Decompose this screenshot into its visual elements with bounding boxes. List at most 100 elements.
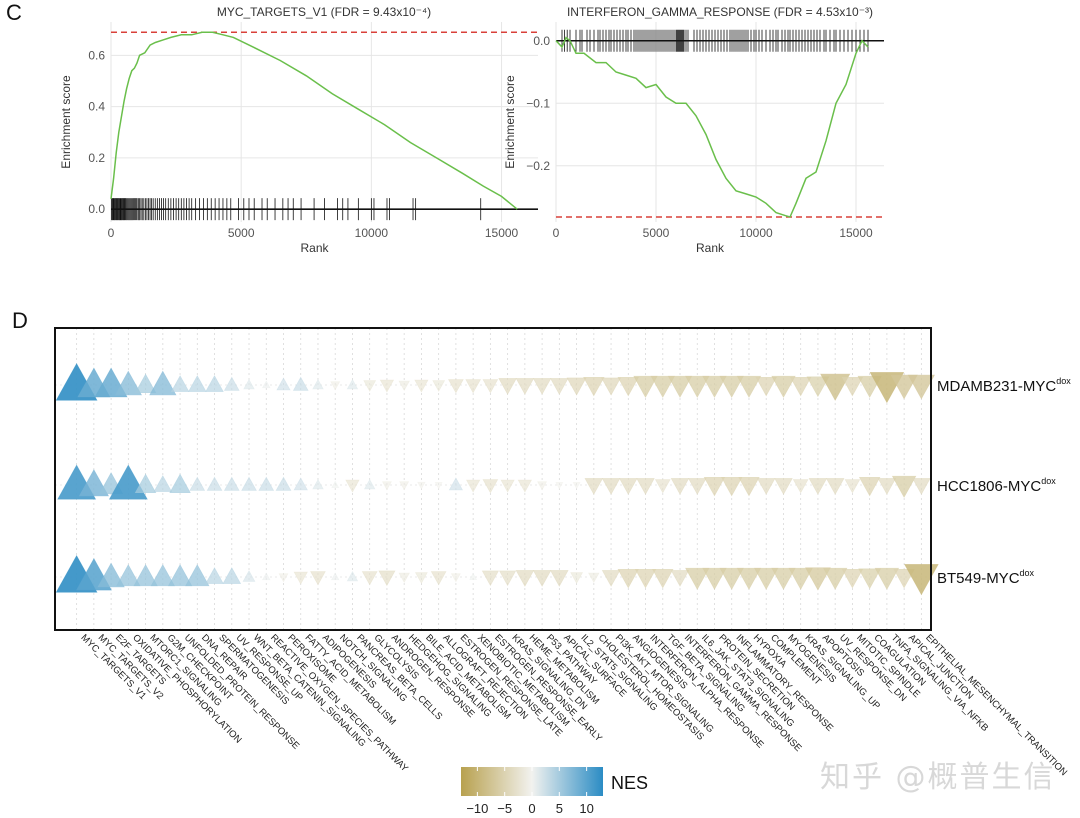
legend-tick-label: 0 bbox=[528, 801, 535, 816]
nes-triangle-down bbox=[891, 475, 917, 498]
nes-triangle-up bbox=[312, 478, 324, 490]
nes-triangle-up bbox=[241, 476, 257, 491]
plot-frame bbox=[54, 327, 932, 631]
nes-triangle-down bbox=[417, 481, 426, 490]
nes-triangle-down bbox=[601, 478, 621, 495]
nes-triangle-down bbox=[806, 376, 830, 398]
legend-title: NES bbox=[611, 773, 648, 793]
nes-triangle-down bbox=[788, 567, 813, 590]
nes-triangle-down bbox=[465, 379, 482, 394]
nes-triangle-up bbox=[185, 564, 210, 587]
nes-triangle-down bbox=[792, 479, 809, 494]
nes-triangle-down bbox=[720, 476, 743, 497]
nes-triangle-down bbox=[600, 377, 622, 396]
nes-triangle-up bbox=[243, 378, 255, 390]
row-label-superscript: dox bbox=[1056, 376, 1071, 386]
x-axis-label: Rank bbox=[300, 241, 329, 255]
nes-triangle-down bbox=[583, 376, 605, 397]
nes-triangle-down bbox=[736, 375, 762, 398]
nes-triangle-down bbox=[670, 478, 690, 495]
legend-tick-label: −10 bbox=[466, 801, 488, 816]
nes-triangle-up bbox=[97, 562, 125, 588]
y-tick-label: 0.6 bbox=[88, 48, 105, 62]
nes-triangle-up bbox=[114, 370, 143, 396]
row-MDAMB231-MYCdox bbox=[55, 362, 936, 404]
nes-triangle-down bbox=[685, 375, 710, 398]
x-tick-label: 5000 bbox=[228, 226, 255, 240]
nes-triangle-up bbox=[153, 475, 173, 492]
nes-triangle-down bbox=[687, 478, 707, 495]
nes-triangle-down bbox=[736, 567, 762, 590]
nes-triangle-down bbox=[379, 379, 395, 393]
nes-triangle-down bbox=[515, 378, 535, 395]
enrichment-curve bbox=[110, 31, 518, 210]
nes-triangle-down bbox=[670, 570, 690, 587]
nes-triangle-up bbox=[222, 567, 242, 584]
nes-triangle-down bbox=[361, 571, 378, 586]
nes-triangle-up bbox=[169, 473, 191, 494]
nes-triangle-up bbox=[292, 376, 309, 391]
y-axis-label: Enrichment score bbox=[59, 75, 73, 169]
nes-triangle-down bbox=[278, 573, 289, 583]
nes-triangle-down bbox=[904, 564, 939, 596]
y-tick-label: −0.2 bbox=[526, 159, 550, 173]
x-tick-label: 15000 bbox=[839, 226, 873, 240]
nes-triangle-down bbox=[398, 380, 410, 392]
nes-triangle-up bbox=[275, 476, 292, 491]
nes-triangle-down bbox=[498, 378, 517, 395]
nes-triangle-up bbox=[134, 373, 157, 394]
x-tick-label: 0 bbox=[553, 226, 560, 240]
legend-tick-label: 5 bbox=[556, 801, 563, 816]
nes-triangle-down bbox=[310, 571, 326, 586]
nes-triangle-down bbox=[363, 380, 377, 392]
y-tick-label: 0.0 bbox=[88, 202, 105, 216]
nes-triangle-up bbox=[150, 564, 176, 587]
nes-triangle-down bbox=[378, 570, 396, 587]
nes-triangle-down bbox=[755, 376, 778, 397]
nes-triangle-down bbox=[584, 478, 604, 495]
nes-triangle-down bbox=[601, 570, 621, 587]
nes-triangle-down bbox=[633, 375, 658, 398]
nes-triangle-down bbox=[702, 375, 727, 398]
row-BT549-MYCdox bbox=[55, 554, 939, 596]
nes-triangle-up bbox=[331, 480, 340, 488]
gsea-plot-2: 0 5000 10000 15000 0.0 −0.1 −0.2 INTERFERON_GAM… bbox=[503, 5, 884, 255]
nes-triangle-down bbox=[858, 568, 882, 590]
nes-triangle-down bbox=[858, 476, 881, 497]
nes-triangle-down bbox=[414, 379, 429, 393]
nes-triangle-up bbox=[330, 572, 340, 581]
nes-triangle-up bbox=[134, 473, 157, 494]
row-label-superscript: dox bbox=[1041, 476, 1056, 486]
nes-triangle-down bbox=[771, 567, 796, 590]
nes-triangle-down bbox=[517, 479, 533, 493]
nes-triangle-down bbox=[703, 476, 726, 497]
nes-triangle-up bbox=[167, 564, 193, 587]
nes-triangle-down bbox=[822, 567, 848, 590]
nes-triangle-down bbox=[804, 567, 831, 591]
nes-triangle-down bbox=[756, 478, 776, 495]
row-label: HCC1806-MYCdox bbox=[937, 476, 1056, 495]
nes-triangle-up bbox=[187, 375, 207, 392]
nes-triangle-down bbox=[771, 375, 796, 398]
row-HCC1806-MYCdox bbox=[57, 464, 931, 500]
nes-triangle-down bbox=[874, 567, 900, 590]
nes-triangle-down bbox=[432, 380, 446, 392]
watermark: 知乎 @概普生信 bbox=[820, 760, 1056, 795]
nes-triangle-down bbox=[825, 478, 845, 495]
nes-triangle-up bbox=[448, 477, 464, 491]
nes-triangle-down bbox=[774, 478, 793, 495]
row-label: MDAMB231-MYCdox bbox=[937, 376, 1071, 395]
x-tick-label: 10000 bbox=[739, 226, 773, 240]
y-axis-label: Enrichment score bbox=[503, 75, 517, 169]
row-label-base: MDAMB231-MYC bbox=[937, 378, 1056, 395]
nes-triangle-up bbox=[223, 476, 240, 491]
nes-triangle-down bbox=[537, 481, 548, 491]
nes-triangle-down bbox=[877, 478, 897, 495]
nes-triangle-down bbox=[841, 568, 864, 589]
nes-triangle-down bbox=[651, 568, 674, 589]
chart-title: INTERFERON_GAMMA_RESPONSE (FDR = 4.53x10… bbox=[567, 5, 873, 19]
nes-triangle-down bbox=[515, 570, 535, 587]
row-label: BT549-MYCdox bbox=[937, 568, 1035, 587]
nes-triangle-down bbox=[555, 482, 564, 490]
